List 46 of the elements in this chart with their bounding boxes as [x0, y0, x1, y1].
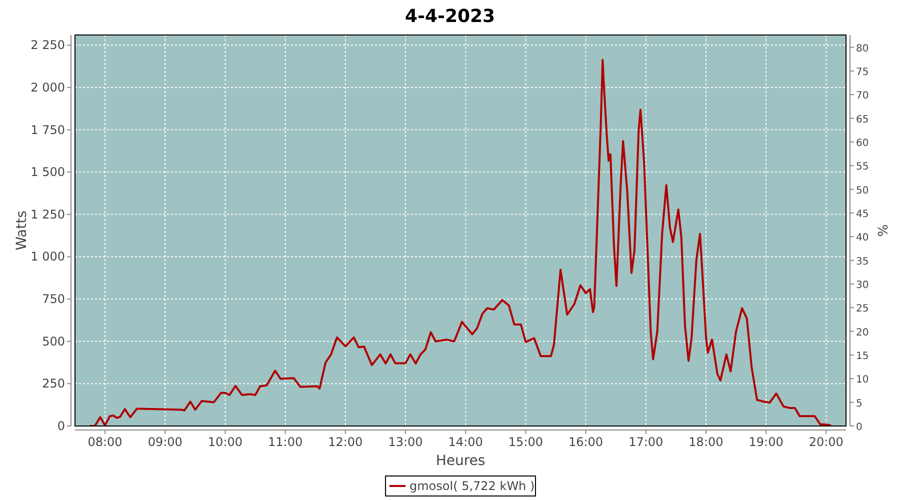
x-tick-label: 10:00	[208, 435, 243, 449]
y-tick-label: 1 000	[30, 250, 65, 264]
y2-tick-label: 25	[856, 304, 869, 315]
x-tick-label: 12:00	[328, 435, 363, 449]
y-axis-title: Watts	[14, 210, 30, 250]
y-tick-label: 750	[42, 292, 65, 306]
x-tick-label: 15:00	[508, 435, 543, 449]
y-tick-label: 0	[57, 419, 65, 433]
y-tick-label: 1 750	[30, 122, 65, 137]
y2-tick-label: 20	[856, 327, 869, 338]
y2-tick-label: 80	[856, 43, 869, 54]
x-tick-label: 11:00	[268, 435, 303, 449]
y2-tick-label: 40	[856, 232, 869, 244]
x-tick-label: 14:00	[448, 435, 483, 449]
y2-tick-label: 70	[856, 90, 869, 102]
x-tick-label: 13:00	[388, 435, 423, 449]
y2-tick-label: 55	[856, 162, 869, 173]
y2-tick-label: 5	[856, 398, 862, 410]
y2-tick-label: 15	[856, 350, 869, 362]
y2-tick-label: 0	[856, 422, 862, 433]
y2-tick-label: 45	[856, 208, 869, 220]
x-tick-label: 08:00	[88, 435, 122, 449]
y-tick-label: 2 000	[30, 80, 65, 94]
y-tick-label: 1 500	[30, 165, 65, 180]
y2-tick-label: 35	[856, 256, 869, 268]
y2-tick-label: 30	[856, 280, 869, 291]
y2-axis-title: %	[874, 224, 889, 237]
y-tick-label: 1 250	[30, 207, 65, 222]
y2-tick-label: 75	[856, 66, 869, 78]
y2-tick-label: 65	[856, 114, 869, 126]
y-tick-label: 2 250	[30, 38, 65, 52]
y2-tick-label: 60	[856, 138, 869, 149]
x-tick-label: 20:00	[808, 435, 844, 449]
x-tick-label: 16:00	[568, 435, 604, 449]
x-tick-label: 19:00	[748, 435, 784, 449]
y2-tick-label: 50	[856, 185, 869, 196]
legend-label: gmosol( 5,722 kWh )	[410, 479, 535, 493]
line-series	[89, 58, 832, 426]
x-tick-label: 09:00	[148, 435, 182, 449]
chart-title: 4-4-2023	[404, 6, 496, 27]
y2-tick-label: 10	[856, 374, 869, 386]
x-axis-title: Heures	[436, 453, 486, 469]
y-tick-label: 500	[42, 334, 65, 348]
y-tick-label: 250	[42, 376, 65, 391]
x-tick-label: 18:00	[688, 435, 724, 449]
x-tick-label: 17:00	[628, 435, 664, 449]
